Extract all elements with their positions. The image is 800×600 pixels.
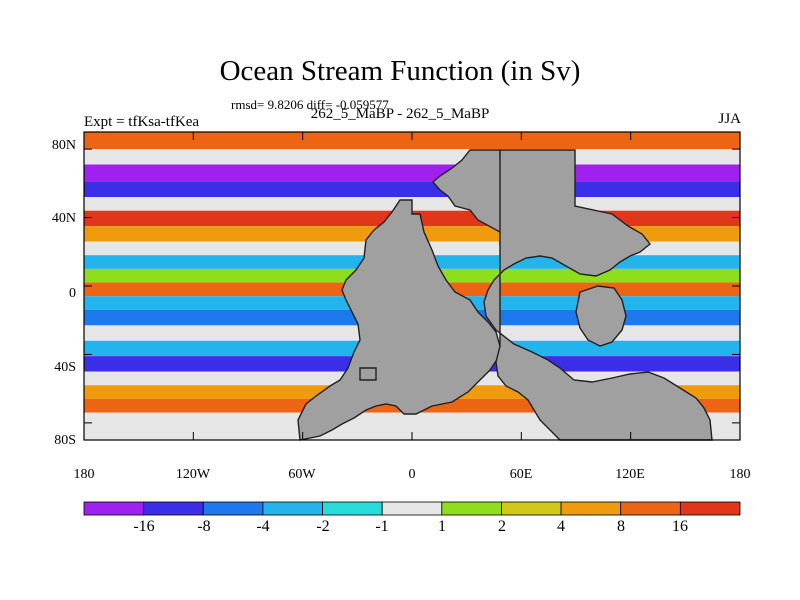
colorbar-label: -2 <box>316 518 330 535</box>
x-tick-label: 60W <box>288 467 316 482</box>
colorbar-label: 1 <box>438 518 446 535</box>
colorbar-label: 8 <box>617 518 625 535</box>
x-tick-label: 120E <box>615 467 645 482</box>
land-island <box>359 367 377 381</box>
y-tick-label: 40S <box>54 360 76 375</box>
colorbar-label: 2 <box>498 518 506 535</box>
experiment-label: Expt = tfKsa-tfKea <box>84 114 200 130</box>
y-tick-label: 40N <box>51 211 76 226</box>
contour-band <box>84 164 740 182</box>
x-tick-label: 60E <box>509 467 533 482</box>
colorbar-swatch <box>381 501 443 516</box>
colorbar-swatch <box>679 501 741 516</box>
y-tick-label: 0 <box>69 286 76 301</box>
colorbar-swatch <box>322 501 383 516</box>
stats-text: rmsd= 9.8206 diff= -0.059577 <box>231 97 389 112</box>
colorbar-label: -16 <box>133 518 155 535</box>
x-tick-label: 0 <box>408 467 416 482</box>
run-label: 262_5_MaBP - 262_5_MaBP <box>310 106 490 122</box>
colorbar-label: 16 <box>672 518 688 535</box>
land-inner-basin <box>575 285 627 347</box>
contour-band <box>84 132 740 150</box>
x-tick-label: 180 <box>729 467 751 482</box>
colorbar-label: 4 <box>557 518 565 535</box>
y-tick-label: 80N <box>51 138 76 153</box>
colorbar-swatch <box>143 501 204 516</box>
colorbar-swatch <box>560 501 622 516</box>
colorbar-swatch <box>83 501 145 516</box>
colorbar-swatch <box>441 501 502 516</box>
axis-ticks <box>83 132 741 440</box>
colorbar-label: -4 <box>256 518 270 535</box>
land-south-america-north <box>297 199 501 441</box>
colorbar-swatch <box>202 501 264 516</box>
land-eurasia <box>483 149 713 441</box>
y-tick-label: 80S <box>54 433 76 448</box>
colorbar <box>83 501 741 516</box>
season-label: JJA <box>718 111 741 127</box>
contour-band <box>84 149 740 165</box>
contour-band <box>84 181 740 198</box>
figure-title: Ocean Stream Function (in Sv) <box>219 55 581 87</box>
colorbar-label: -8 <box>197 518 211 535</box>
colorbar-swatch <box>501 501 562 516</box>
x-tick-label: 120W <box>175 467 211 482</box>
land-masses <box>297 149 713 441</box>
x-tick-label: 180 <box>73 467 95 482</box>
colorbar-label: -1 <box>375 518 389 535</box>
colorbar-swatch <box>262 501 323 516</box>
colorbar-swatch <box>620 501 681 516</box>
